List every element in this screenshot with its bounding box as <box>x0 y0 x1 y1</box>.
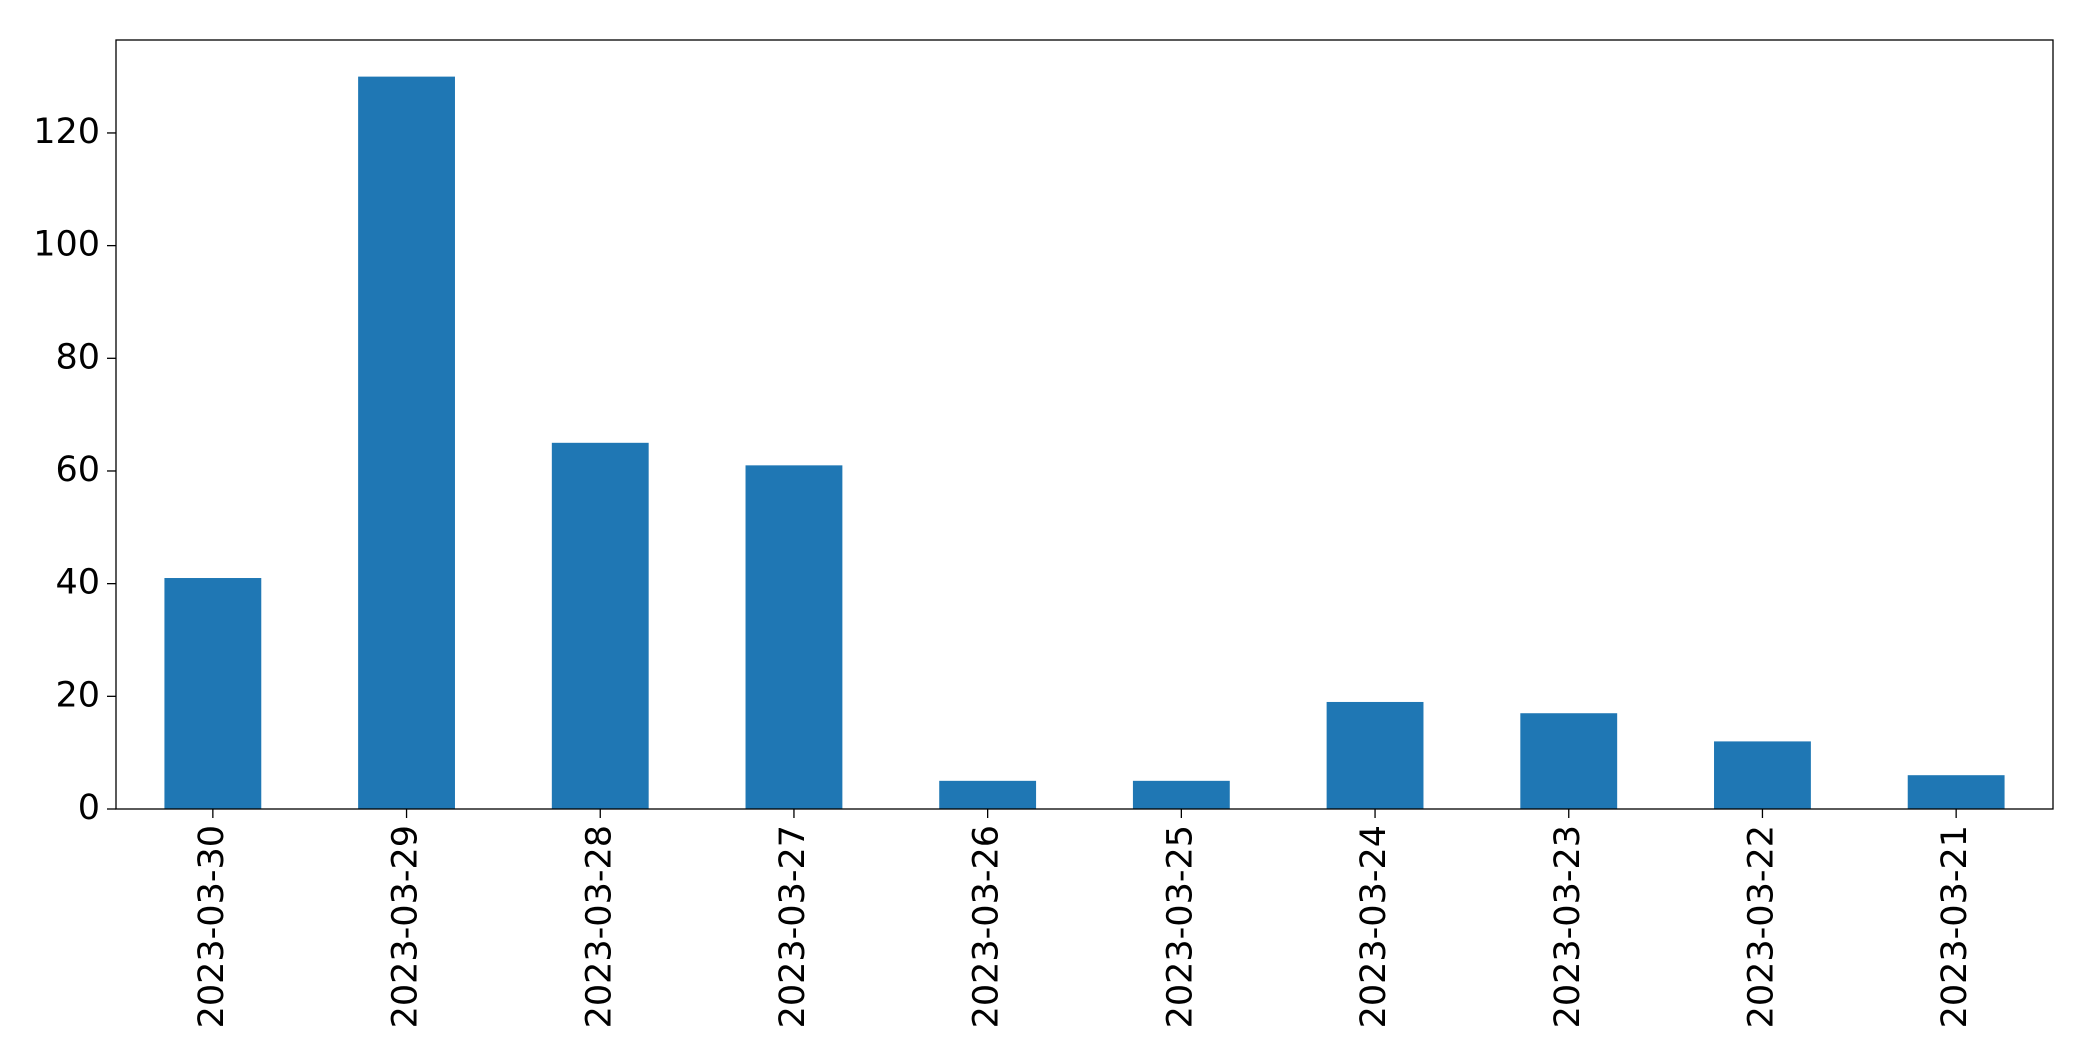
bar <box>939 780 1037 809</box>
plot-frame <box>115 39 2054 810</box>
x-tick-label: 2023-03-26 <box>967 825 1007 1028</box>
x-tick-label: 2023-03-28 <box>579 825 619 1028</box>
x-tick-label: 2023-03-30 <box>192 825 232 1028</box>
bar <box>1520 713 1618 809</box>
y-tick-label: 40 <box>55 563 100 603</box>
bar <box>551 442 649 809</box>
x-tick-label: 2023-03-23 <box>1548 825 1588 1028</box>
y-tick-label: 120 <box>33 112 100 152</box>
bar <box>1132 780 1230 809</box>
bar <box>358 76 455 810</box>
y-tick-label: 60 <box>55 450 100 490</box>
y-tick-label: 0 <box>78 788 100 828</box>
bar <box>1326 701 1424 809</box>
bar <box>745 465 843 809</box>
y-tick-label: 80 <box>55 337 100 377</box>
bar <box>164 578 262 809</box>
x-tick-label: 2023-03-21 <box>1935 825 1975 1028</box>
x-tick-label: 2023-03-27 <box>773 825 813 1028</box>
y-tick-label: 100 <box>33 225 100 265</box>
x-tick-label: 2023-03-24 <box>1354 825 1394 1028</box>
x-tick-label: 2023-03-22 <box>1741 825 1781 1028</box>
x-tick-label: 2023-03-29 <box>386 825 426 1028</box>
bar <box>1714 741 1811 809</box>
y-tick-label: 20 <box>55 675 100 715</box>
bar <box>1907 775 2005 809</box>
x-tick-label: 2023-03-25 <box>1160 825 1200 1028</box>
